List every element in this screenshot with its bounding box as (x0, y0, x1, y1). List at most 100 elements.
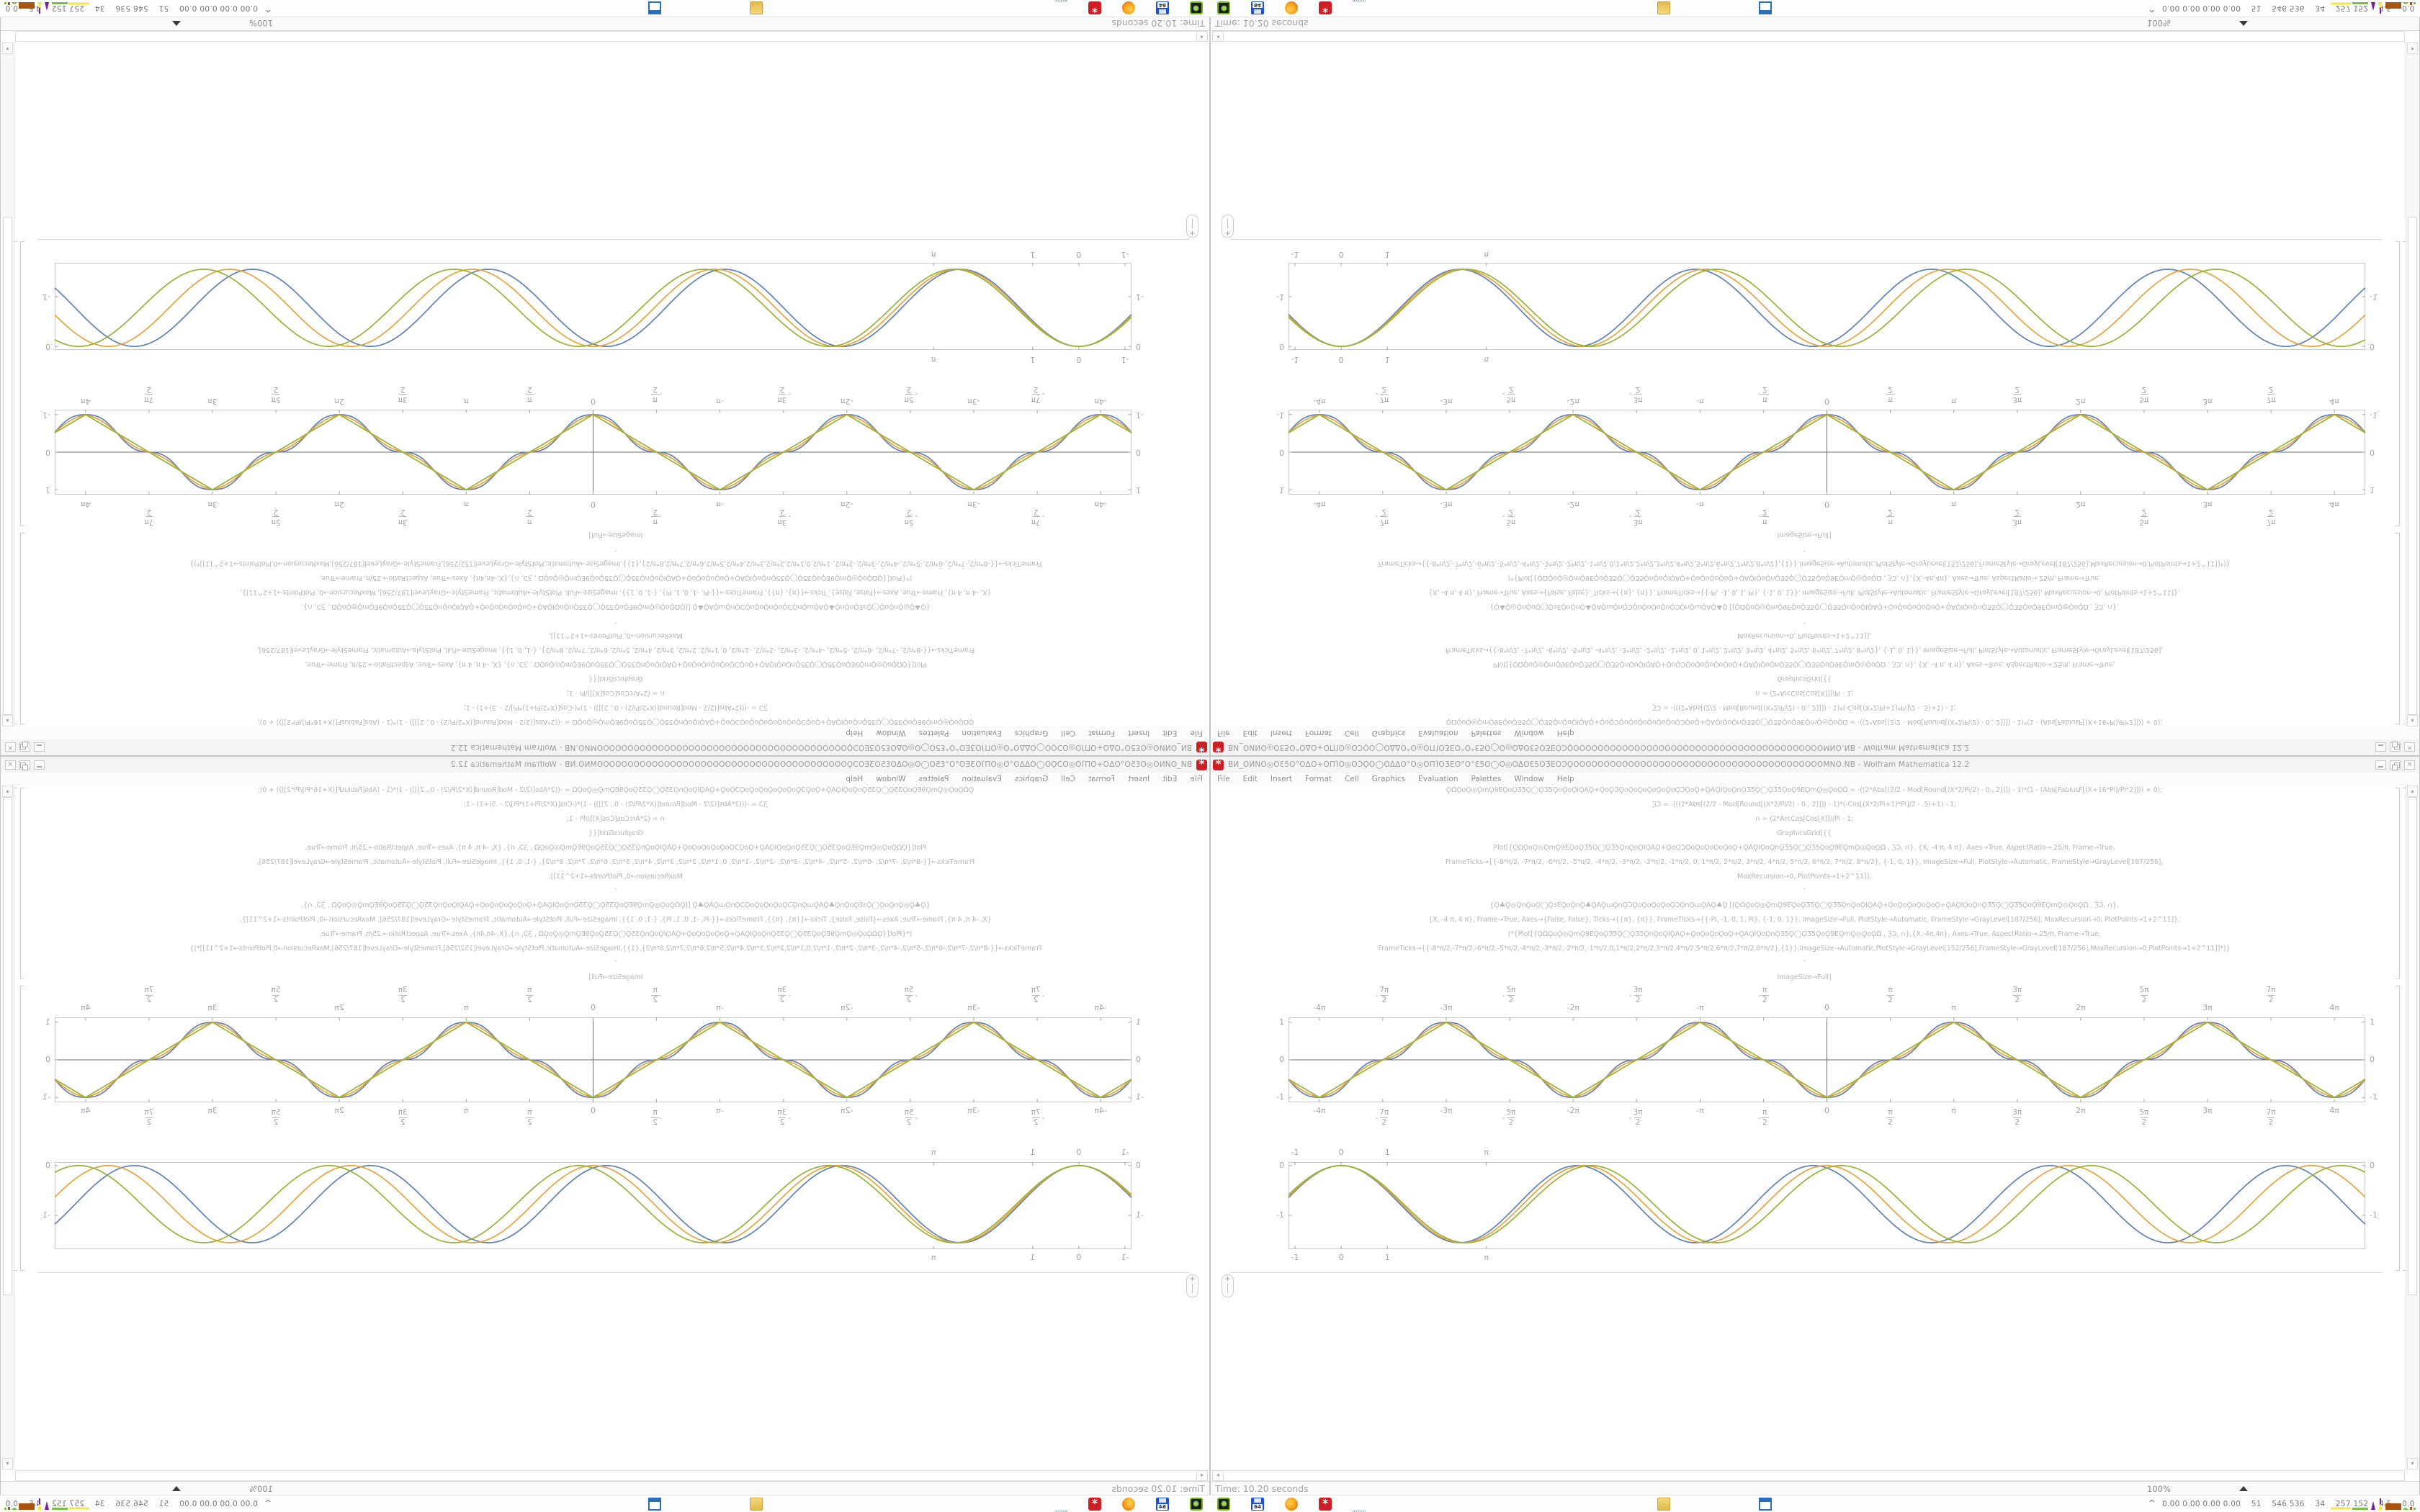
code-line-11[interactable]: (*{Plot[{ϘΩϘοϘ◎ϘmϘ9ΕϘοϘƷ5Ϙ◯ϘƷ5ϘnϘοϘΙϘΑϘ+… (319, 574, 913, 582)
taskbar-icon-window-16[interactable] (648, 1498, 661, 1511)
horizontal-scrollbar[interactable]: ◂ (14, 1470, 1209, 1481)
cell-insert-indicator[interactable]: + (1222, 1274, 1234, 1297)
magnification-control[interactable]: 100% (2147, 18, 2171, 28)
code-line-2[interactable]: ℨƆ = -(((2*Abs[(2/2 - Mod[Round[(X*2/Pi/… (463, 801, 768, 809)
code-line-12[interactable]: FrameTicks→{{-8*π/2,-7*π/2,-6*π/2,-5*π/2… (1378, 559, 2231, 567)
magnification-control[interactable]: 100% (2147, 1484, 2171, 1494)
menu-window[interactable]: Window (1514, 775, 1544, 783)
code-line-9[interactable]: {Ϙ♣Ϙ◎ϘnϘοϘ◯ϘɜƐϘοϘnϘ♣ϘΑϘɯϘnϘϽϘοϘοϘοϘοϘϽϘn… (301, 603, 931, 611)
taskbar-icon-folder-13[interactable] (750, 1498, 763, 1511)
input-code-cell[interactable]: ϘΩϘοϘ◎ϘmϘ9ΕϘοϘƷ5Ϙ◯ϘƷ5ϘnϘοϘΙϘΑϘ+ϘοϘϽϘοϘοϘ… (45, 786, 1187, 985)
code-line-8[interactable]: ' (614, 617, 617, 625)
magnification-control[interactable]: 100% (249, 1484, 273, 1494)
cell-insert-line[interactable] (1230, 1272, 2383, 1273)
close-button[interactable]: × (2404, 760, 2415, 770)
notebook-area[interactable]: ϘΩϘοϘ◎ϘmϘ9ΕϘοϘƷ5Ϙ◯ϘƷ5ϘnϘοϘΙϘΑϘ+ϘοϘϽϘοϘοϘ… (1211, 786, 2419, 1470)
menu-insert[interactable]: Insert (1270, 775, 1293, 783)
code-line-4[interactable]: GraphicsGrid[{{ (1777, 675, 1832, 683)
menu-graphics[interactable]: Graphics (1014, 775, 1049, 783)
code-line-2[interactable]: ℨƆ = -(((2*Abs[(2/2 - Mod[Round[(X*2/Pi/… (1652, 703, 1957, 711)
code-line-4[interactable]: GraphicsGrid[{{ (1777, 829, 1832, 837)
menu-cell[interactable]: Cell (1061, 775, 1075, 783)
menu-file[interactable]: File (1190, 775, 1203, 783)
taskbar-icon-floppy-1[interactable] (1156, 1, 1169, 14)
code-line-7[interactable]: MaxRecursion→0, PlotPoints→1+2^11]], (549, 873, 683, 881)
menu-cell[interactable]: Cell (1345, 775, 1359, 783)
code-line-5[interactable]: Plot[{ϘΩϘοϘ◎ϘmϘ9ΕϘοϘƷ5Ϙ◯ϘƷ5ϘnϘοϘΙϘΑϘ+ϘοϘ… (1493, 660, 2115, 668)
minimize-button[interactable] (34, 760, 45, 770)
scroll-left-button[interactable]: ◂ (1196, 1470, 1208, 1481)
taskbar-icon-firefox-2[interactable] (1285, 1498, 1298, 1511)
menu-evaluation[interactable]: Evaluation (962, 775, 1002, 783)
menu-evaluation[interactable]: Evaluation (1418, 775, 1458, 783)
magnification-dropdown-icon[interactable] (2239, 1486, 2248, 1491)
taskbar-icon-gear-3[interactable]: * (1319, 1, 1332, 15)
cell-bracket-output[interactable] (20, 986, 24, 1271)
taskbar-icon-camera-0[interactable] (1190, 1498, 1203, 1511)
magnification-control[interactable]: 100% (249, 18, 273, 28)
taskbar-icon-firefox-2[interactable] (1285, 1, 1298, 14)
menu-insert[interactable]: Insert (1127, 729, 1150, 737)
taskbar-icon-note-4[interactable] (1054, 0, 1067, 1)
code-line-11[interactable]: (*{Plot[{ϘΩϘοϘ◎ϘmϘ9ΕϘοϘƷ5Ϙ◯ϘƷ5ϘnϘοϘΙϘΑϘ+… (319, 930, 913, 938)
code-line-10[interactable]: {X, -4 π, 4 π}, Frame→True, Axes→{False,… (1428, 588, 2180, 596)
restore-button[interactable] (2390, 760, 2401, 770)
restore-button[interactable] (19, 742, 30, 752)
cell-bracket-output[interactable] (2396, 241, 2400, 526)
code-line-2[interactable]: ℨƆ = -(((2*Abs[(2/2 - Mod[Round[(X*2/Pi/… (1652, 801, 1957, 809)
cell-bracket-output[interactable] (20, 241, 24, 526)
cell-insert-indicator[interactable]: + (1186, 1274, 1198, 1297)
window-titlebar[interactable]: * ΒͶ_ΟͶΝΟ◎ΟƐ5Ο°ΟΔΟ+ΟΠΊΟ◎ΟϽϘΟ◯ΟΔΔΟ°Ο◎ΟΠΊΟ… (1, 739, 1209, 755)
code-line-1[interactable]: ϘΩϘοϘ◎ϘmϘ9ΕϘοϘƷ5Ϙ◯ϘƷ5ϘnϘοϘΙϘΑϘ+ϘοϘϽϘοϘοϘ… (257, 718, 974, 726)
taskbar-icon-camera-0[interactable] (1217, 1, 1230, 14)
code-line-14[interactable]: ImageSize→Full] (1777, 531, 1832, 539)
scroll-up-button[interactable]: ▴ (2, 715, 13, 726)
menu-help[interactable]: Help (1556, 775, 1574, 783)
horizontal-scroll-track[interactable] (1223, 1470, 2405, 1481)
code-line-10[interactable]: {X, -4 π, 4 π}, Frame→True, Axes→{False,… (240, 588, 992, 596)
horizontal-scroll-track[interactable] (15, 31, 1197, 42)
taskbar-icon-note-4[interactable] (1353, 0, 1366, 1)
code-line-5[interactable]: Plot[{ϘΩϘοϘ◎ϘmϘ9ΕϘοϘƷ5Ϙ◯ϘƷ5ϘnϘοϘΙϘΑϘ+ϘοϘ… (305, 660, 927, 668)
scroll-down-button[interactable]: ▾ (2, 1458, 13, 1470)
code-line-9[interactable]: {Ϙ♣Ϙ◎ϘnϘοϘ◯ϘɜƐϘοϘnϘ♣ϘΑϘɯϘnϘϽϘοϘοϘοϘοϘϽϘn… (1489, 603, 2119, 611)
code-line-12[interactable]: FrameTicks→{{-8*π/2,-7*π/2,-6*π/2,-5*π/2… (189, 559, 1042, 567)
code-line-1[interactable]: ϘΩϘοϘ◎ϘmϘ9ΕϘοϘƷ5Ϙ◯ϘƷ5ϘnϘοϘΙϘΑϘ+ϘοϘϽϘοϘοϘ… (1446, 718, 2163, 726)
close-button[interactable]: × (5, 742, 16, 752)
menu-file[interactable]: File (1217, 775, 1230, 783)
menu-help[interactable]: Help (1556, 729, 1574, 737)
code-line-3[interactable]: ∩ = (2*ArcCos[Cos[X]])/Pi - 1; (1754, 815, 1854, 823)
menu-window[interactable]: Window (876, 729, 906, 737)
menu-cell[interactable]: Cell (1061, 729, 1075, 737)
horizontal-scroll-track[interactable] (15, 1470, 1197, 1481)
code-line-3[interactable]: ∩ = (2*ArcCos[Cos[X]])/Pi - 1; (1754, 689, 1854, 697)
scroll-left-button[interactable]: ◂ (1196, 31, 1208, 42)
menu-graphics[interactable]: Graphics (1371, 775, 1406, 783)
code-line-14[interactable]: ImageSize→Full] (588, 531, 643, 539)
taskbar-icon-gear-3[interactable]: * (1319, 1498, 1332, 1511)
code-line-14[interactable]: ImageSize→Full] (588, 973, 643, 981)
vertical-scrollbar[interactable]: ▴ ▾ (1, 786, 14, 1470)
tray-expand-icon[interactable]: ^ (2148, 4, 2156, 14)
code-line-1[interactable]: ϘΩϘοϘ◎ϘmϘ9ΕϘοϘƷ5Ϙ◯ϘƷ5ϘnϘοϘΙϘΑϘ+ϘοϘϽϘοϘοϘ… (257, 786, 974, 794)
cell-bracket-input[interactable] (2396, 533, 2400, 724)
code-line-6[interactable]: FrameTicks→{{-8*π/2, -7*π/2, -6*π/2, -5*… (1445, 646, 2164, 654)
minimize-button[interactable] (34, 742, 45, 752)
menu-window[interactable]: Window (1514, 729, 1544, 737)
scroll-up-button[interactable]: ▴ (2407, 715, 2418, 726)
code-line-9[interactable]: {Ϙ♣Ϙ◎ϘnϘοϘ◯ϘɜƐϘοϘnϘ♣ϘΑϘɯϘnϘϽϘοϘοϘοϘοϘϽϘn… (1489, 901, 2119, 909)
taskbar-icon-camera-0[interactable] (1217, 1498, 1230, 1511)
code-line-3[interactable]: ∩ = (2*ArcCos[Cos[X]])/Pi - 1; (566, 815, 666, 823)
taskbar-icon-gear-3[interactable]: * (1088, 1497, 1101, 1511)
menu-file[interactable]: File (1217, 729, 1230, 737)
code-line-12[interactable]: FrameTicks→{{-8*π/2,-7*π/2,-6*π/2,-5*π/2… (189, 945, 1042, 953)
magnification-dropdown-icon[interactable] (2239, 21, 2248, 26)
taskbar-icon-window-16[interactable] (648, 1, 661, 14)
menu-format[interactable]: Format (1088, 729, 1115, 737)
code-line-11[interactable]: (*{Plot[{ϘΩϘοϘ◎ϘmϘ9ΕϘοϘƷ5Ϙ◯ϘƷ5ϘnϘοϘΙϘΑϘ+… (1507, 574, 2101, 582)
code-line-9[interactable]: {Ϙ♣Ϙ◎ϘnϘοϘ◯ϘɜƐϘοϘnϘ♣ϘΑϘɯϘnϘϽϘοϘοϘοϘοϘϽϘn… (301, 901, 931, 909)
menu-palettes[interactable]: Palettes (918, 729, 949, 737)
vertical-scroll-thumb[interactable] (2408, 217, 2417, 715)
taskbar-icon-firefox-2[interactable] (1122, 1, 1135, 14)
code-line-6[interactable]: FrameTicks→{{-8*π/2, -7*π/2, -6*π/2, -5*… (256, 646, 975, 654)
